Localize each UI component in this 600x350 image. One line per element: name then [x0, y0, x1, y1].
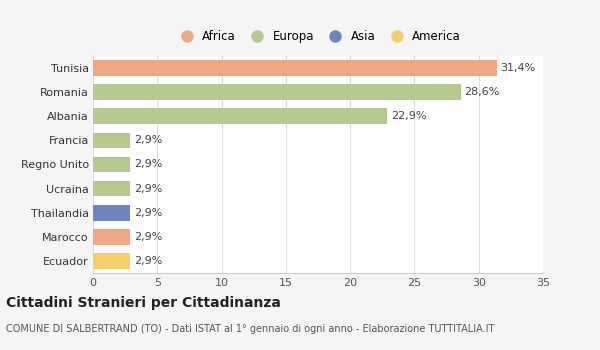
Text: 2,9%: 2,9% — [134, 256, 163, 266]
Text: 2,9%: 2,9% — [134, 135, 163, 145]
Text: 2,9%: 2,9% — [134, 184, 163, 194]
Text: COMUNE DI SALBERTRAND (TO) - Dati ISTAT al 1° gennaio di ogni anno - Elaborazion: COMUNE DI SALBERTRAND (TO) - Dati ISTAT … — [6, 324, 494, 334]
Text: 28,6%: 28,6% — [464, 87, 500, 97]
Legend: Africa, Europa, Asia, America: Africa, Europa, Asia, America — [173, 28, 463, 46]
Bar — [93, 60, 497, 76]
Text: Cittadini Stranieri per Cittadinanza: Cittadini Stranieri per Cittadinanza — [6, 296, 281, 310]
Bar — [93, 205, 130, 220]
Bar — [93, 181, 130, 196]
Text: 2,9%: 2,9% — [134, 208, 163, 218]
Text: 31,4%: 31,4% — [500, 63, 536, 73]
Bar — [93, 108, 388, 124]
Text: 2,9%: 2,9% — [134, 160, 163, 169]
Bar — [93, 133, 130, 148]
Bar — [93, 229, 130, 245]
Text: 2,9%: 2,9% — [134, 232, 163, 242]
Bar — [93, 157, 130, 172]
Bar — [93, 84, 461, 100]
Text: 22,9%: 22,9% — [391, 111, 427, 121]
Bar — [93, 253, 130, 269]
